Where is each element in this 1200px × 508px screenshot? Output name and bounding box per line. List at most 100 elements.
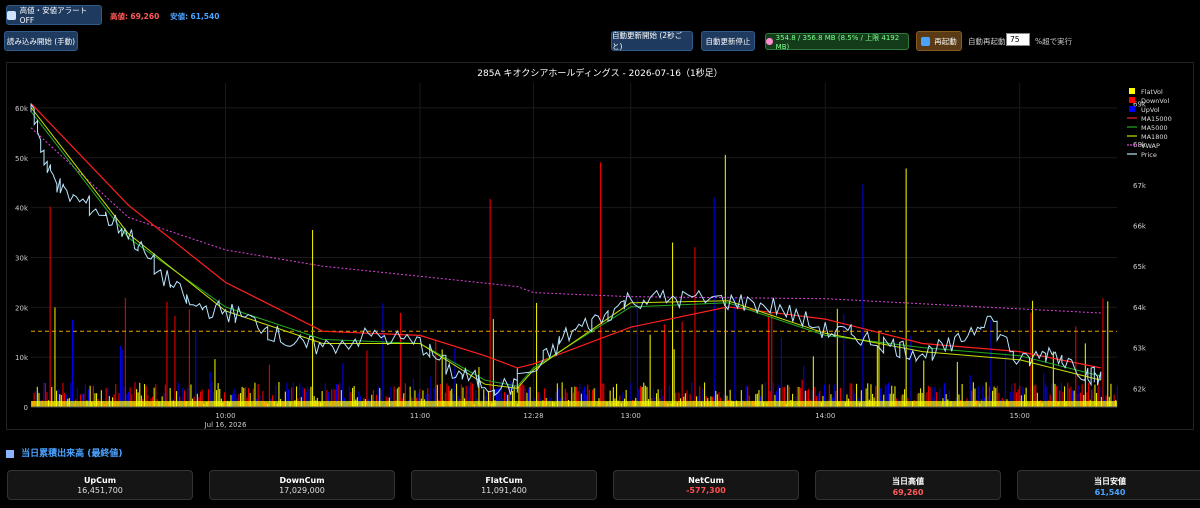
volume-bar: [456, 383, 458, 407]
price-volume-chart[interactable]: 285A キオクシアホールディングス - 2026-07-16（1秒足） 0 10…: [7, 63, 1193, 429]
volume-bar: [673, 349, 675, 407]
volume-bar: [702, 388, 704, 407]
volume-bar: [936, 392, 938, 407]
volume-bar: [769, 391, 771, 407]
volume-bar: [124, 297, 126, 407]
volume-bar: [307, 387, 309, 407]
volume-bar: [787, 384, 789, 407]
legend-label: MA5000: [1141, 124, 1168, 132]
volume-bar: [465, 385, 467, 407]
volume-bar: [745, 385, 747, 407]
volume-bar: [862, 184, 864, 407]
volume-bar: [508, 386, 510, 407]
volume-base: [31, 401, 1117, 407]
volume-bar: [379, 387, 381, 407]
volume-bar: [393, 386, 395, 407]
low-value: 61,540: [190, 12, 220, 21]
volume-bar: [572, 392, 574, 407]
volume-bar: [1067, 382, 1069, 407]
volume-bar: [764, 382, 766, 407]
volume-bar: [65, 394, 67, 407]
volume-bar: [448, 385, 450, 407]
volume-bar: [176, 391, 178, 407]
volume-bar: [961, 384, 963, 407]
volume-bar: [883, 394, 885, 407]
manual-load-button[interactable]: 読み込み開始 (手動): [4, 31, 78, 51]
volume-bar: [56, 390, 58, 407]
volume-bar: [652, 388, 654, 407]
summary-card-label: 当日高値: [892, 477, 924, 486]
volume-bar: [257, 384, 259, 407]
volume-bar: [120, 345, 122, 407]
volume-bar: [292, 382, 294, 407]
volume-bar: [521, 384, 523, 407]
volume-bar: [305, 391, 307, 407]
volume-bar: [1099, 386, 1101, 407]
summary-card-label: NetCum: [688, 476, 724, 485]
auto-update-stop-label: 自動更新停止: [705, 36, 751, 46]
volume-bar: [867, 383, 869, 407]
y-right-tick-label: 62k: [1133, 385, 1147, 393]
restart-label: 再起動: [934, 36, 957, 46]
auto-update-start-button[interactable]: 自動更新開始 (2秒ごと): [611, 31, 693, 51]
alert-toggle-button[interactable]: 高値・安値アラート OFF: [6, 5, 102, 25]
auto-restart-threshold-input[interactable]: [1006, 33, 1030, 46]
x-tick-label: 13:00: [621, 412, 641, 420]
volume-bar: [400, 312, 402, 407]
legend: FlatVolDownVolUpVolMA15000MA5000MA1800VW…: [1127, 88, 1172, 159]
volume-bar: [920, 388, 922, 407]
volume-bar: [54, 307, 56, 407]
volume-bar: [312, 230, 314, 407]
volume-bar: [636, 298, 638, 407]
volume-bar: [664, 324, 666, 407]
volume-bar: [371, 394, 373, 407]
volume-bar: [96, 393, 98, 407]
volume-bar: [449, 390, 451, 407]
restart-button[interactable]: 再起動: [916, 31, 962, 51]
volume-bar: [216, 390, 218, 407]
volume-bar: [1064, 386, 1066, 407]
y-right-tick-label: 69k: [1133, 100, 1147, 108]
volume-bar: [339, 382, 341, 407]
volume-bar: [843, 314, 845, 407]
volume-bar: [166, 301, 168, 407]
volume-bar: [336, 384, 338, 407]
memory-status-text: 354.8 / 356.8 MB (8.5% / 上限 4192 MB): [775, 33, 900, 51]
volume-bar: [299, 383, 301, 407]
auto-update-stop-button[interactable]: 自動更新停止: [701, 31, 755, 51]
volume-bar: [675, 392, 677, 407]
volume-bar: [435, 340, 437, 407]
auto-update-start-label: 自動更新開始 (2秒ごと): [612, 31, 683, 51]
volume-bar: [139, 382, 141, 407]
volume-bar: [558, 388, 560, 407]
volume-bar: [433, 388, 435, 407]
volume-bar: [672, 242, 674, 407]
volume-bar: [59, 394, 61, 407]
volume-bar: [713, 197, 715, 407]
y-right-tick-label: 66k: [1133, 222, 1147, 230]
axes: 0 10k 20k 30k 40k 50k 60k 62k 63k 64k 65k 66k 67k 68k…: [15, 100, 1147, 429]
volume-bar: [872, 393, 874, 407]
volume-bar: [334, 389, 336, 407]
volume-bar: [128, 391, 130, 407]
legend-label: MA15000: [1141, 115, 1172, 123]
volume-bar: [1004, 352, 1006, 407]
volume-bar: [1033, 385, 1035, 407]
volume-bar: [145, 385, 147, 407]
legend-label: MA1800: [1141, 133, 1168, 141]
volume-bar: [587, 384, 589, 407]
volume-bar: [377, 386, 379, 407]
volume-bar: [492, 319, 494, 407]
volume-bar: [600, 162, 602, 407]
volume-bar: [945, 394, 947, 407]
volume-bar: [603, 383, 605, 407]
volume-bar: [232, 393, 234, 407]
volume-bar: [585, 394, 587, 407]
volume-bar: [233, 389, 235, 407]
volume-bar: [1073, 390, 1075, 407]
volume-bar: [593, 388, 595, 407]
volume-bar: [390, 387, 392, 407]
volume-bar: [595, 387, 597, 407]
volume-bar: [382, 303, 384, 407]
x-date-label: Jul 16, 2026: [204, 421, 247, 429]
